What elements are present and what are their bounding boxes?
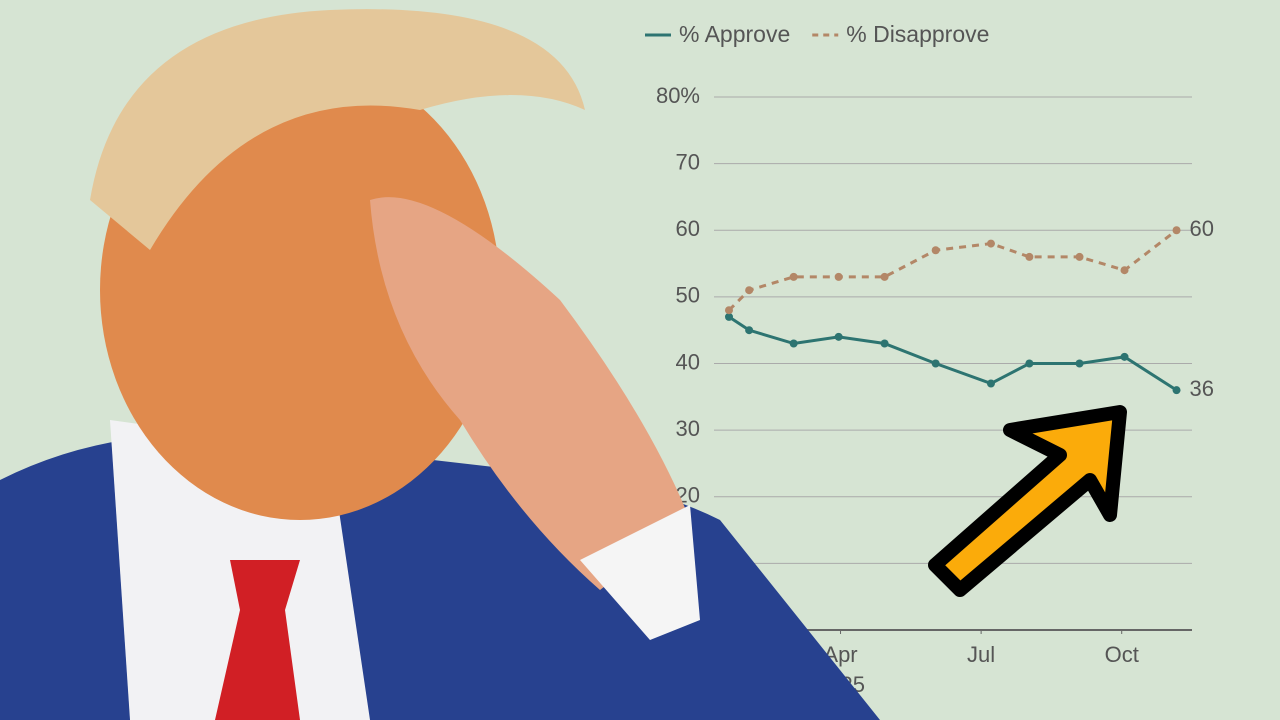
x-tick-label: Jul — [967, 642, 995, 667]
data-point — [986, 379, 995, 388]
hand — [370, 197, 690, 590]
hair — [90, 9, 585, 250]
data-point — [834, 272, 843, 281]
data-point — [1120, 352, 1129, 361]
data-point — [880, 339, 889, 348]
data-point — [1075, 252, 1084, 261]
y-tick-label: 50 — [676, 283, 700, 308]
arrow — [928, 405, 1127, 597]
data-point — [834, 332, 843, 341]
data-point — [1075, 359, 1084, 368]
y-tick-label: 70 — [676, 149, 700, 174]
cuff — [580, 505, 700, 640]
data-point — [789, 272, 798, 281]
data-point — [1172, 226, 1181, 235]
data-point — [986, 239, 995, 248]
end-label: 60 — [1190, 216, 1214, 241]
data-point — [931, 359, 940, 368]
legend-label: % Disapprove — [846, 21, 989, 47]
y-tick-label: 60 — [676, 216, 700, 241]
data-point — [789, 339, 798, 348]
y-tick-label: 40 — [676, 349, 700, 374]
legend-label: % Approve — [679, 21, 790, 47]
data-point — [880, 272, 889, 281]
data-point — [1025, 359, 1034, 368]
data-point — [1025, 252, 1034, 261]
y-tick-label: 80% — [656, 83, 700, 108]
photo — [0, 9, 880, 720]
data-point — [745, 286, 754, 295]
data-point — [724, 312, 733, 321]
data-point — [931, 246, 940, 255]
data-point — [745, 326, 754, 335]
x-tick-label: Oct — [1105, 642, 1139, 667]
data-point — [1172, 386, 1181, 395]
end-label: 36 — [1190, 376, 1214, 401]
tie — [215, 560, 300, 720]
data-point — [724, 306, 733, 315]
y-tick-label: 30 — [676, 416, 700, 441]
data-point — [1120, 266, 1129, 275]
